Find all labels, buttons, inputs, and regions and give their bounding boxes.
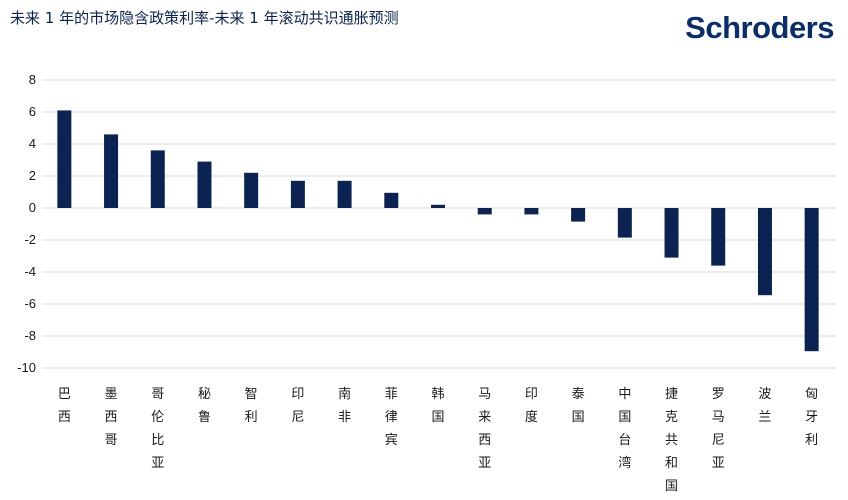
y-tick-label: 6 (29, 104, 36, 119)
bar (571, 208, 586, 222)
x-category-label: 泰国 (572, 387, 585, 425)
bar (57, 110, 72, 208)
y-tick-label: -6 (24, 296, 36, 311)
x-category-label: 波兰 (758, 387, 771, 425)
y-tick-label: 0 (29, 200, 36, 215)
x-category-label: 南非 (338, 386, 351, 425)
bar (104, 134, 119, 208)
bars (57, 110, 819, 352)
x-category-label: 哥伦比亚 (151, 387, 164, 471)
y-tick-label: 8 (29, 72, 36, 87)
y-axis-ticks: 8 6 4 2 0 -2 -4 -6 -8 -10 (17, 72, 36, 375)
bar (711, 208, 726, 266)
x-category-label: 中国台湾 (618, 387, 631, 471)
x-category-label: 韩国 (431, 387, 444, 425)
x-category-label: 菲律宾 (385, 387, 398, 448)
bar (290, 180, 305, 208)
x-category-label: 马来西亚 (478, 387, 491, 471)
x-category-label: 捷克共和国 (665, 387, 678, 494)
bar (431, 204, 445, 208)
y-tick-label: -8 (24, 328, 36, 343)
x-category-label: 印尼 (291, 387, 304, 425)
bar (197, 161, 212, 208)
x-category-label: 巴西 (58, 387, 71, 425)
chart-title: 未来 1 年的市场隐含政策利率-未来 1 年滚动共识通胀预测 (10, 9, 399, 27)
bar (664, 208, 679, 258)
x-category-label: 智利 (245, 387, 258, 425)
x-category-label: 印度 (525, 387, 538, 425)
bar (757, 208, 772, 296)
y-tick-label: -4 (24, 264, 36, 279)
bar (617, 208, 632, 238)
bar (150, 150, 165, 208)
bar (384, 192, 399, 208)
bar (244, 172, 259, 208)
x-category-label: 匈牙利 (805, 387, 818, 448)
x-category-label: 秘鲁 (198, 387, 211, 425)
y-tick-label: -2 (24, 232, 36, 247)
bar (477, 208, 492, 215)
bar (337, 180, 352, 208)
x-category-label: 墨西哥 (105, 387, 118, 448)
y-tick-label: 4 (29, 136, 36, 151)
brand-logo: Schroders (685, 10, 834, 45)
bar (804, 208, 819, 352)
bar (524, 208, 539, 215)
y-tick-label: -10 (17, 360, 36, 375)
gridlines (42, 79, 836, 369)
x-category-label: 罗马尼亚 (712, 387, 725, 471)
y-tick-label: 2 (29, 168, 36, 183)
